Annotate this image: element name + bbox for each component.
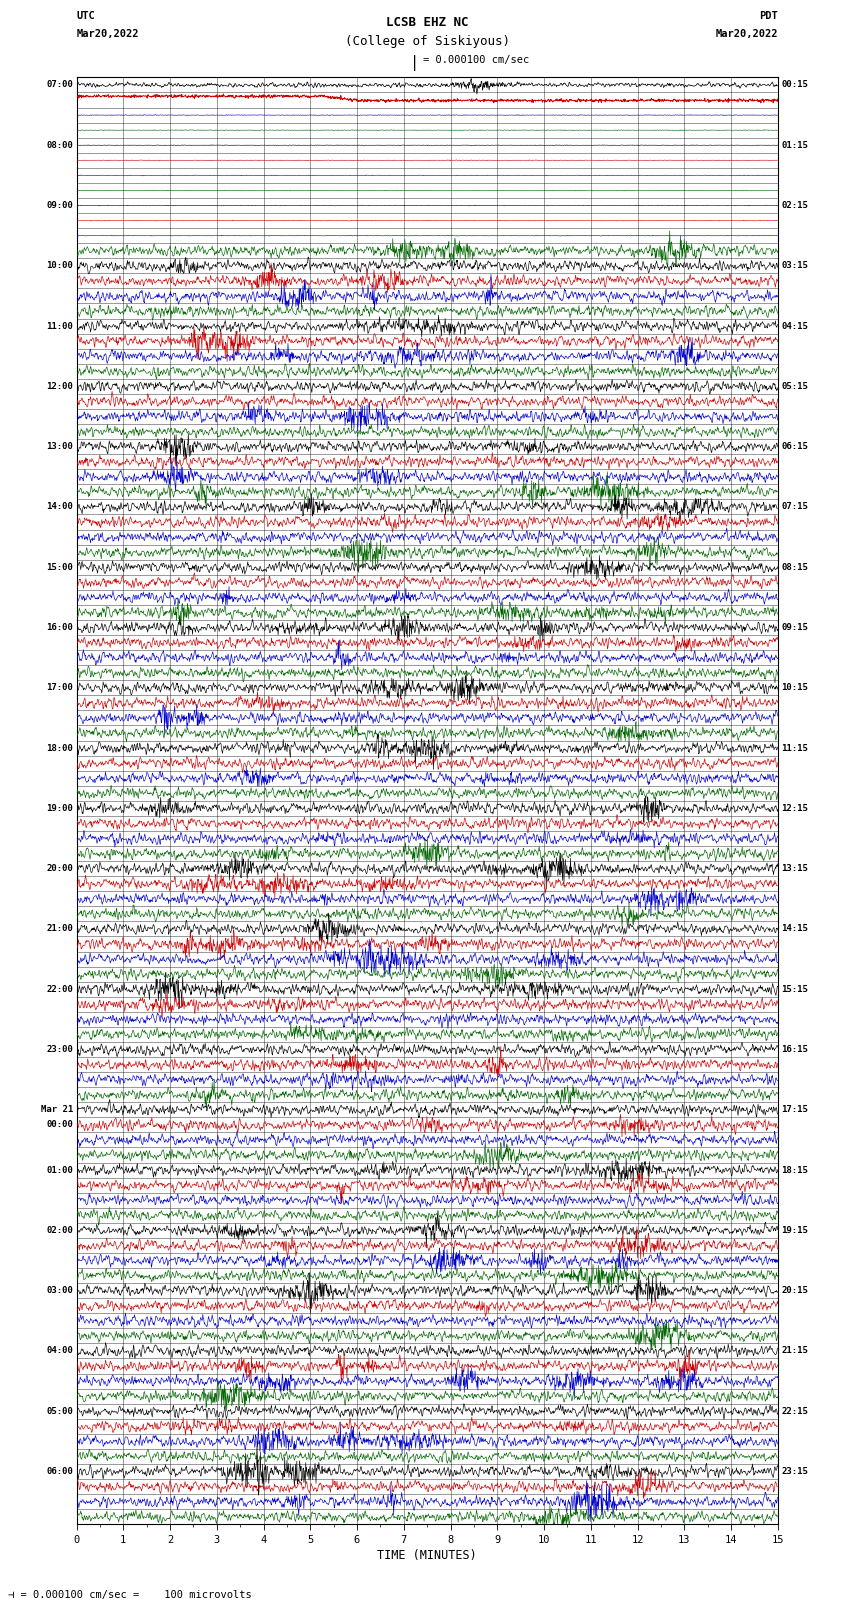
Text: 01:15: 01:15 bbox=[781, 140, 808, 150]
Text: Mar20,2022: Mar20,2022 bbox=[76, 29, 139, 39]
Text: 05:00: 05:00 bbox=[46, 1407, 73, 1416]
Text: 03:00: 03:00 bbox=[46, 1286, 73, 1295]
Text: PDT: PDT bbox=[759, 11, 778, 21]
Text: 04:00: 04:00 bbox=[46, 1347, 73, 1355]
Text: 19:15: 19:15 bbox=[781, 1226, 808, 1236]
Text: 01:00: 01:00 bbox=[46, 1166, 73, 1174]
Text: 08:00: 08:00 bbox=[46, 140, 73, 150]
Text: 20:15: 20:15 bbox=[781, 1286, 808, 1295]
Text: 12:00: 12:00 bbox=[46, 382, 73, 390]
Text: 05:15: 05:15 bbox=[781, 382, 808, 390]
Text: 21:00: 21:00 bbox=[46, 924, 73, 934]
Text: (College of Siskiyous): (College of Siskiyous) bbox=[344, 35, 510, 48]
Text: 17:00: 17:00 bbox=[46, 684, 73, 692]
Text: 15:00: 15:00 bbox=[46, 563, 73, 571]
Text: 09:15: 09:15 bbox=[781, 623, 808, 632]
Text: 11:00: 11:00 bbox=[46, 321, 73, 331]
Text: 14:15: 14:15 bbox=[781, 924, 808, 934]
Text: 16:00: 16:00 bbox=[46, 623, 73, 632]
Text: 06:00: 06:00 bbox=[46, 1468, 73, 1476]
Text: 19:00: 19:00 bbox=[46, 803, 73, 813]
Text: 13:15: 13:15 bbox=[781, 865, 808, 873]
Text: 03:15: 03:15 bbox=[781, 261, 808, 271]
Text: = 0.000100 cm/sec: = 0.000100 cm/sec bbox=[423, 55, 529, 65]
Text: 12:15: 12:15 bbox=[781, 803, 808, 813]
Text: 17:15: 17:15 bbox=[781, 1105, 808, 1115]
Text: 22:00: 22:00 bbox=[46, 986, 73, 994]
Text: 18:00: 18:00 bbox=[46, 744, 73, 753]
Text: 20:00: 20:00 bbox=[46, 865, 73, 873]
Text: 08:15: 08:15 bbox=[781, 563, 808, 571]
Text: 15:15: 15:15 bbox=[781, 986, 808, 994]
Text: 14:00: 14:00 bbox=[46, 503, 73, 511]
Text: 06:15: 06:15 bbox=[781, 442, 808, 452]
Text: 07:00: 07:00 bbox=[46, 81, 73, 89]
Text: 23:15: 23:15 bbox=[781, 1468, 808, 1476]
Text: 04:15: 04:15 bbox=[781, 321, 808, 331]
Text: 02:15: 02:15 bbox=[781, 202, 808, 210]
Text: 23:00: 23:00 bbox=[46, 1045, 73, 1053]
X-axis label: TIME (MINUTES): TIME (MINUTES) bbox=[377, 1548, 477, 1561]
Text: 16:15: 16:15 bbox=[781, 1045, 808, 1053]
Text: 02:00: 02:00 bbox=[46, 1226, 73, 1236]
Text: 00:15: 00:15 bbox=[781, 81, 808, 89]
Text: 10:15: 10:15 bbox=[781, 684, 808, 692]
Text: UTC: UTC bbox=[76, 11, 95, 21]
Text: 00:00: 00:00 bbox=[46, 1121, 73, 1129]
Text: LCSB EHZ NC: LCSB EHZ NC bbox=[386, 16, 468, 29]
Text: 18:15: 18:15 bbox=[781, 1166, 808, 1174]
Text: 21:15: 21:15 bbox=[781, 1347, 808, 1355]
Text: Mar 21: Mar 21 bbox=[41, 1105, 73, 1115]
Text: |: | bbox=[410, 55, 419, 71]
Text: 11:15: 11:15 bbox=[781, 744, 808, 753]
Text: Mar20,2022: Mar20,2022 bbox=[715, 29, 778, 39]
Text: 13:00: 13:00 bbox=[46, 442, 73, 452]
Text: 10:00: 10:00 bbox=[46, 261, 73, 271]
Text: 09:00: 09:00 bbox=[46, 202, 73, 210]
Text: 22:15: 22:15 bbox=[781, 1407, 808, 1416]
Text: ⊣ = 0.000100 cm/sec =    100 microvolts: ⊣ = 0.000100 cm/sec = 100 microvolts bbox=[8, 1590, 252, 1600]
Text: 07:15: 07:15 bbox=[781, 503, 808, 511]
